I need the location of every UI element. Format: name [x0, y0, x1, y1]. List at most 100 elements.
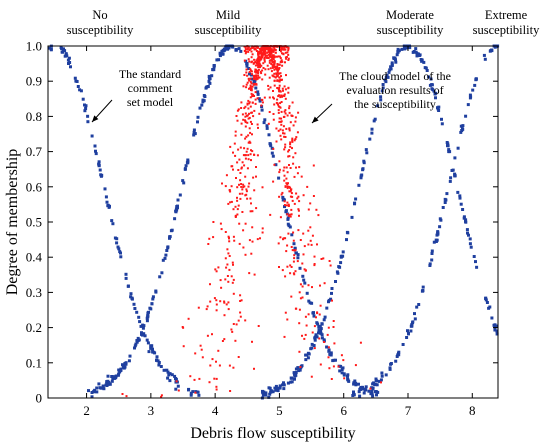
data-point	[468, 93, 472, 97]
data-point	[436, 230, 440, 234]
data-point	[283, 93, 286, 96]
data-point	[221, 182, 223, 185]
data-point	[262, 121, 266, 125]
data-point	[207, 74, 211, 78]
data-point	[211, 358, 214, 361]
data-point	[90, 391, 94, 394]
data-point	[285, 57, 288, 60]
data-point	[231, 261, 234, 264]
data-point	[287, 57, 290, 60]
data-point	[208, 237, 211, 240]
data-point	[287, 86, 290, 89]
data-point	[297, 208, 300, 211]
data-point	[488, 49, 492, 53]
data-point	[286, 381, 290, 385]
data-point	[170, 228, 174, 232]
data-point	[285, 127, 288, 130]
data-point	[279, 102, 282, 105]
data-point	[218, 51, 222, 55]
data-point	[272, 90, 274, 92]
data-point	[267, 57, 270, 59]
data-point	[483, 57, 487, 61]
data-point	[76, 85, 80, 88]
data-point	[84, 104, 88, 108]
data-point	[75, 80, 79, 83]
data-point	[287, 203, 290, 206]
data-point	[440, 122, 444, 126]
data-point	[227, 301, 230, 304]
data-point	[292, 162, 295, 165]
data-point	[269, 390, 273, 394]
data-point	[274, 163, 278, 167]
data-point	[280, 193, 283, 196]
data-point	[370, 131, 374, 135]
data-point	[255, 62, 258, 65]
data-point	[327, 348, 331, 352]
data-point	[371, 387, 375, 391]
data-point	[386, 75, 390, 79]
data-point	[116, 373, 120, 377]
data-point	[265, 48, 268, 50]
data-point	[244, 154, 247, 157]
data-point	[245, 83, 248, 86]
data-point	[163, 256, 167, 260]
category-label-line: susceptibility	[473, 23, 540, 37]
data-point	[257, 72, 260, 75]
data-point	[247, 185, 250, 188]
data-point	[196, 115, 200, 119]
data-point	[269, 86, 272, 89]
data-point	[397, 350, 401, 354]
data-point	[282, 132, 284, 135]
y-tick-label: 0.8	[26, 109, 42, 124]
data-point	[263, 96, 266, 99]
annotation-line: evaluation results of	[346, 83, 443, 97]
data-point	[283, 174, 286, 177]
data-point	[330, 287, 334, 290]
data-point	[141, 333, 144, 337]
data-point	[236, 109, 239, 112]
data-point	[335, 270, 339, 274]
data-point	[174, 387, 178, 391]
data-point	[245, 64, 249, 68]
data-point	[264, 50, 267, 53]
data-point	[291, 199, 294, 202]
data-point	[317, 331, 320, 335]
data-point	[249, 210, 252, 213]
data-point	[283, 179, 286, 182]
category-label-line: Extreme	[485, 8, 528, 22]
data-point	[364, 385, 368, 389]
category-label-line: Mild	[216, 8, 241, 22]
data-point	[242, 183, 245, 186]
data-point	[257, 55, 260, 58]
data-point	[246, 81, 249, 84]
data-point	[364, 148, 368, 152]
data-point	[240, 167, 243, 170]
data-point	[421, 285, 425, 289]
data-point	[145, 319, 149, 323]
data-point	[167, 373, 171, 377]
data-point	[303, 245, 306, 248]
data-point	[227, 235, 230, 238]
data-point	[260, 104, 263, 107]
data-point	[299, 283, 302, 286]
data-point	[93, 144, 97, 148]
data-point	[287, 59, 290, 61]
x-tick-label: 5	[276, 403, 283, 418]
data-point	[272, 96, 274, 99]
data-point	[210, 74, 214, 78]
data-point	[440, 117, 443, 121]
data-point	[296, 131, 299, 134]
data-point	[289, 141, 292, 144]
data-point	[346, 231, 350, 235]
data-point	[244, 48, 247, 51]
data-point	[257, 97, 261, 101]
data-point	[254, 77, 257, 80]
data-point	[215, 303, 218, 306]
data-point	[298, 166, 301, 169]
data-point	[320, 333, 324, 337]
data-point	[240, 133, 243, 136]
data-point	[241, 113, 244, 116]
data-point	[285, 250, 288, 253]
data-point	[234, 48, 238, 52]
data-point	[124, 276, 128, 280]
